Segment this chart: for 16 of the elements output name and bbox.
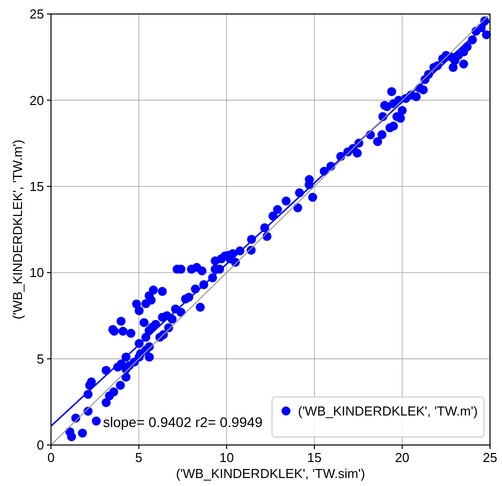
x-tick-label: 5 bbox=[135, 450, 142, 465]
x-axis-title: ('WB_KINDERDKLEK', 'TW.sim') bbox=[176, 466, 366, 481]
x-tick-label: 0 bbox=[47, 450, 55, 465]
y-tick-label: 25 bbox=[30, 6, 44, 22]
y-axis-title: ('WB_KINDERDKLEK', 'TW.m') bbox=[10, 140, 25, 320]
y-tick-label: 20 bbox=[30, 92, 44, 108]
y-tick-label: 10 bbox=[30, 265, 44, 280]
y-tick-label: 15 bbox=[30, 178, 44, 194]
legend-label: ('WB_KINDERDKLEK', 'TW.m') bbox=[298, 404, 478, 419]
x-tick-label: 25 bbox=[482, 450, 498, 465]
x-tick-label: 15 bbox=[307, 450, 322, 465]
y-tick-label: 5 bbox=[36, 351, 44, 366]
y-tick-label: 0 bbox=[36, 438, 44, 453]
annotation: slope= 0.9402 r2= 0.9949 bbox=[103, 414, 263, 430]
x-tick-label: 20 bbox=[394, 450, 410, 465]
x-tick-label: 10 bbox=[219, 450, 234, 465]
